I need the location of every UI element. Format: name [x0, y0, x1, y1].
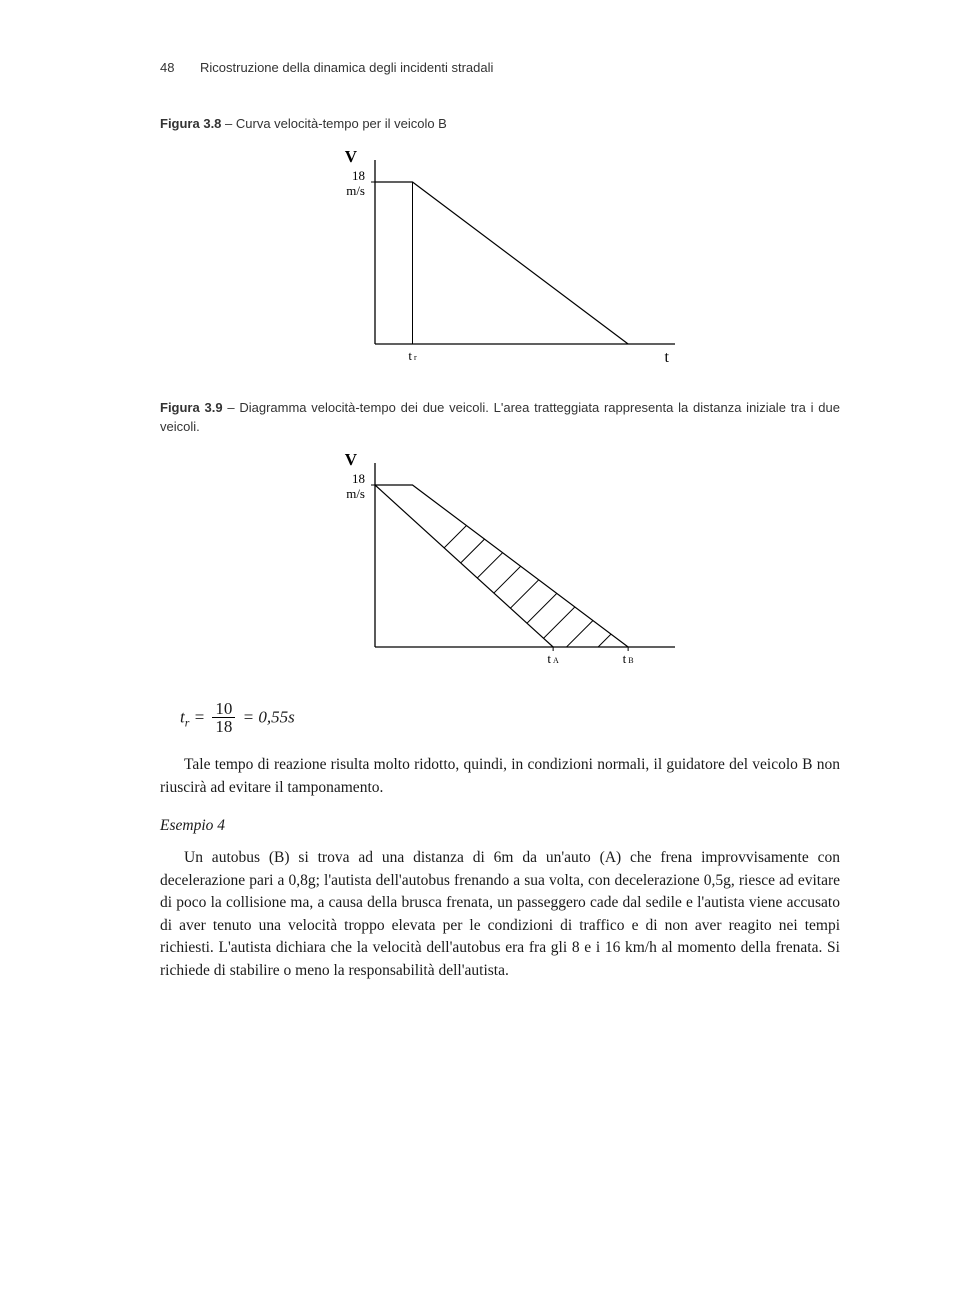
eq-fraction: 1018 — [212, 700, 235, 737]
figure-39: V 18m/s tA tB — [160, 447, 840, 682]
figure-39-label: Figura 3.9 — [160, 400, 223, 415]
figure-39-caption-text: – Diagramma velocità-tempo dei due veico… — [160, 400, 840, 434]
figure-38: V 18m/s tr t — [160, 144, 840, 379]
running-head: 48 Ricostruzione della dinamica degli in… — [160, 60, 840, 75]
equation-tr: tr = 1018 = 0,55s — [180, 700, 840, 737]
figure-38-svg: V 18m/s tr t — [305, 144, 695, 374]
figure-38-label: Figura 3.8 — [160, 116, 221, 131]
eq-numerator: 10 — [212, 700, 235, 719]
example-4-title: Esempio 4 — [160, 817, 840, 835]
figure-39-svg: V 18m/s tA tB — [305, 447, 695, 677]
page-number: 48 — [160, 60, 200, 75]
paragraph-reaction: Tale tempo di reazione risulta molto rid… — [160, 754, 840, 799]
svg-text:V: V — [345, 450, 358, 469]
eq-denominator: 18 — [212, 718, 235, 736]
svg-text:tB: tB — [623, 651, 634, 666]
svg-text:tA: tA — [547, 651, 559, 666]
svg-text:18: 18 — [352, 168, 365, 183]
figure-38-caption: Figura 3.8 – Curva velocità-tempo per il… — [160, 115, 840, 134]
svg-text:tr: tr — [408, 348, 417, 363]
figure-38-caption-text: – Curva velocità-tempo per il veicolo B — [221, 116, 446, 131]
eq-equals-1: = — [189, 707, 209, 726]
eq-rhs: = 0,55s — [238, 707, 294, 726]
example-4-body: Un autobus (B) si trova ad una distanza … — [160, 847, 840, 982]
svg-text:m/s: m/s — [346, 486, 365, 501]
svg-text:18: 18 — [352, 471, 365, 486]
figure-39-caption: Figura 3.9 – Diagramma velocità-tempo de… — [160, 399, 840, 437]
svg-text:V: V — [345, 147, 358, 166]
svg-text:m/s: m/s — [346, 183, 365, 198]
page: 48 Ricostruzione della dinamica degli in… — [0, 0, 960, 1072]
svg-text:t: t — [665, 349, 670, 366]
running-title: Ricostruzione della dinamica degli incid… — [200, 60, 840, 75]
